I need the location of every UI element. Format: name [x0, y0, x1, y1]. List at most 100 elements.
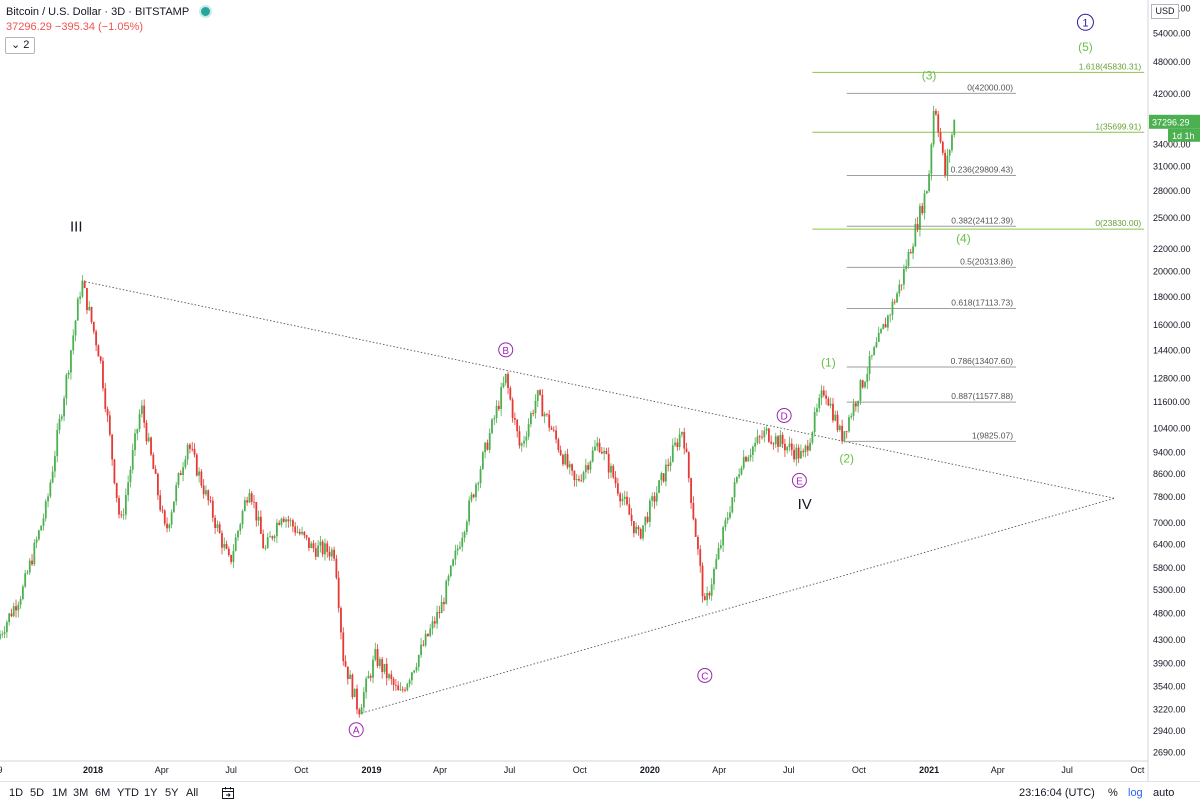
candle-body	[99, 356, 102, 361]
candle-body	[262, 533, 265, 549]
candle-body	[651, 496, 654, 501]
candle-body	[83, 281, 86, 289]
log-scale-toggle[interactable]: log	[1128, 787, 1143, 799]
candle-body	[850, 415, 853, 418]
wave-label-iv: IV	[798, 496, 812, 513]
candle-body	[111, 434, 114, 460]
candle-body	[534, 400, 537, 414]
utc-clock[interactable]: 23:16:04 (UTC)	[1019, 787, 1095, 799]
candle-body	[404, 689, 406, 691]
price-tick-label: 48000.00	[1153, 57, 1191, 67]
percent-scale-toggle[interactable]: %	[1108, 787, 1118, 799]
candle-body	[138, 413, 141, 430]
candle-body	[248, 493, 251, 503]
candle-body	[946, 155, 949, 175]
candle-body	[713, 568, 715, 585]
candle-body	[166, 523, 168, 529]
candle-body	[440, 601, 443, 614]
candle-body	[603, 450, 606, 454]
candle-body	[120, 514, 123, 516]
fib-level-label: 0(42000.00)	[967, 82, 1013, 92]
timeframe-6m[interactable]: 6M	[95, 787, 111, 799]
candle-body	[346, 666, 349, 680]
candle-body	[21, 586, 24, 600]
candle-body	[722, 527, 725, 546]
price-tick-label: 14400.00	[1153, 345, 1191, 355]
candle-body	[12, 606, 15, 617]
candle-body	[353, 688, 356, 698]
candle-body	[692, 502, 695, 520]
price-tick-label: 28000.00	[1153, 186, 1191, 196]
currency-button[interactable]: USD	[1151, 4, 1179, 19]
candle-body	[70, 350, 72, 373]
candle-body	[513, 418, 516, 420]
candle-body	[163, 510, 166, 524]
candle-body	[781, 434, 784, 444]
candle-body	[127, 482, 130, 495]
time-tick-label: Apr	[991, 765, 1005, 775]
timeframe-1m[interactable]: 1M	[52, 787, 68, 799]
candle-body	[880, 329, 882, 333]
candle-body	[751, 446, 754, 455]
candle-body	[747, 457, 750, 462]
candle-body	[616, 483, 619, 494]
candle-body	[726, 517, 729, 521]
candle-body	[253, 501, 255, 503]
candle-body	[417, 655, 420, 667]
candle-body	[594, 446, 596, 451]
candle-body	[687, 452, 690, 479]
indicators-toggle-button[interactable]: ⌄ 2	[5, 37, 36, 54]
timeframe-5y[interactable]: 5Y	[165, 787, 179, 799]
candle-body	[543, 413, 546, 417]
candle-body	[324, 543, 326, 555]
candle-body	[729, 512, 731, 518]
symbol-title[interactable]: Bitcoin / U.S. Dollar · 3D · BITSTAMP	[6, 5, 190, 18]
wave-label-d: D	[781, 411, 788, 422]
candle-body	[516, 419, 519, 432]
candle-body	[845, 431, 848, 433]
candle-body	[225, 543, 228, 549]
candle-body	[578, 479, 580, 481]
candle-body	[648, 500, 651, 522]
candle-body	[314, 548, 317, 557]
candle-body	[674, 442, 676, 446]
candle-body	[754, 442, 757, 447]
candle-body	[893, 301, 896, 303]
candle-body	[134, 433, 136, 451]
candle-body	[214, 517, 217, 529]
candle-body	[923, 193, 926, 214]
candle-body	[177, 473, 180, 486]
price-tick-label: 54000.00	[1153, 29, 1191, 39]
symbol-header: Bitcoin / U.S. Dollar · 3D · BITSTAMP	[6, 5, 213, 18]
candle-body	[539, 390, 541, 395]
timeframe-5d[interactable]: 5D	[30, 787, 45, 799]
candle-body	[211, 500, 214, 518]
timeframe-ytd[interactable]: YTD	[117, 787, 139, 799]
candle-body	[131, 450, 134, 470]
timeframe-1y[interactable]: 1Y	[144, 787, 158, 799]
calendar-range-icon[interactable]	[221, 786, 235, 800]
candle-body	[914, 223, 917, 247]
timeframe-all[interactable]: All	[186, 787, 199, 799]
candle-body	[479, 468, 482, 484]
timeframe-3m[interactable]: 3M	[73, 787, 89, 799]
candle-body	[555, 430, 557, 440]
candle-body	[255, 502, 258, 521]
fib-level-label: 0.236(29809.43)	[951, 164, 1014, 174]
candle-body	[790, 443, 793, 450]
time-tick-label: 2019	[361, 765, 381, 775]
candle-body	[530, 413, 532, 425]
candle-body	[431, 621, 434, 629]
candle-body	[491, 419, 493, 434]
candle-body	[449, 565, 452, 577]
auto-scale-toggle[interactable]: auto	[1153, 787, 1175, 799]
candle-body	[541, 394, 544, 417]
candle-body	[173, 501, 175, 513]
candle-body	[388, 674, 390, 679]
candle-body	[605, 450, 608, 454]
candle-body	[285, 519, 287, 522]
price-tick-label: 12800.00	[1153, 374, 1191, 384]
timeframe-1d[interactable]: 1D	[9, 787, 24, 799]
candle-body	[953, 119, 956, 135]
